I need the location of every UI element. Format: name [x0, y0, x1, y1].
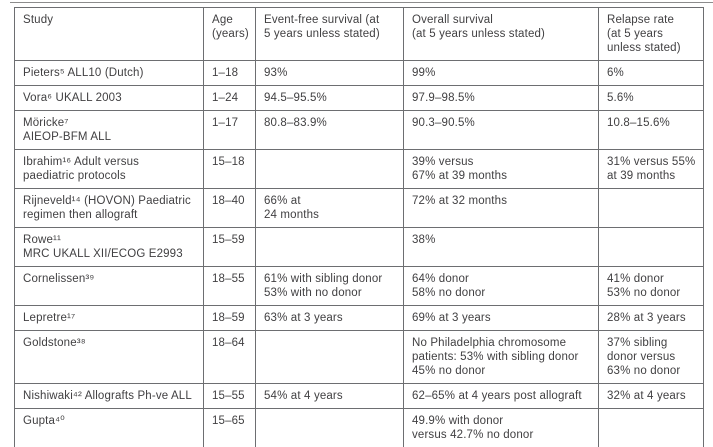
- study-cell: Goldstone³⁸: [14, 330, 204, 384]
- study-cell: Cornelissen³⁹: [14, 266, 204, 306]
- relapse-cell: 41% donor 53% no donor: [598, 266, 704, 306]
- table-row: Nishiwaki⁴² Allografts Ph-ve ALL 15–55 5…: [14, 383, 704, 409]
- column-header-age: Age (years): [203, 7, 256, 61]
- table-row: Rowe¹¹ MRC UKALL XII/ECOG E2993 15–59 38…: [14, 227, 704, 267]
- study-cell: Ibrahim¹⁶ Adult versus paediatric protoc…: [14, 149, 204, 189]
- os-cell: 99%: [403, 60, 599, 86]
- os-cell: 97.9–98.5%: [403, 85, 599, 111]
- study-cell: Rijneveld¹⁴ (HOVON) Paediatric regimen t…: [14, 188, 204, 228]
- age-cell: 1–24: [203, 85, 256, 111]
- relapse-cell: [598, 408, 704, 447]
- table-row: Lepretre¹⁷ 18–59 63% at 3 years 69% at 3…: [14, 305, 704, 331]
- os-cell: 72% at 32 months: [403, 188, 599, 228]
- relapse-cell: 6%: [598, 60, 704, 86]
- table-row: Pieters⁵ ALL10 (Dutch) 1–18 93% 99% 6%: [14, 60, 704, 86]
- efs-cell: [255, 149, 404, 189]
- os-cell: 38%: [403, 227, 599, 267]
- age-cell: 18–55: [203, 266, 256, 306]
- efs-cell: 80.8–83.9%: [255, 110, 404, 150]
- age-cell: 18–64: [203, 330, 256, 384]
- relapse-cell: 32% at 4 years: [598, 383, 704, 409]
- efs-cell: [255, 330, 404, 384]
- relapse-cell: 31% versus 55% at 39 months: [598, 149, 704, 189]
- table-body: Pieters⁵ ALL10 (Dutch) 1–18 93% 99% 6% V…: [14, 60, 704, 447]
- os-cell: 90.3–90.5%: [403, 110, 599, 150]
- os-cell: 39% versus 67% at 39 months: [403, 149, 599, 189]
- table-row: Goldstone³⁸ 18–64 No Philadelphia chromo…: [14, 330, 704, 384]
- relapse-cell: 5.6%: [598, 85, 704, 111]
- relapse-cell: 28% at 3 years: [598, 305, 704, 331]
- efs-cell: 66% at 24 months: [255, 188, 404, 228]
- column-header-event-free-survival: Event-free survival (at 5 years unless s…: [255, 7, 404, 61]
- age-cell: 15–65: [203, 408, 256, 447]
- table-row: Rijneveld¹⁴ (HOVON) Paediatric regimen t…: [14, 188, 704, 228]
- os-cell: No Philadelphia chromosome patients: 53%…: [403, 330, 599, 384]
- relapse-cell: 10.8–15.6%: [598, 110, 704, 150]
- study-cell: Pieters⁵ ALL10 (Dutch): [14, 60, 204, 86]
- efs-cell: 54% at 4 years: [255, 383, 404, 409]
- table-row: Gupta⁴⁰ 15–65 49.9% with donor versus 42…: [14, 408, 704, 447]
- study-cell: Möricke⁷ AIEOP-BFM ALL: [14, 110, 204, 150]
- relapse-cell: [598, 227, 704, 267]
- age-cell: 1–18: [203, 60, 256, 86]
- header-row: Study Age (years) Event-free survival (a…: [14, 7, 704, 61]
- os-cell: 62–65% at 4 years post allograft: [403, 383, 599, 409]
- efs-cell: [255, 227, 404, 267]
- os-cell: 49.9% with donor versus 42.7% no donor: [403, 408, 599, 447]
- table-header: Study Age (years) Event-free survival (a…: [14, 7, 704, 61]
- column-header-overall-survival: Overall survival (at 5 years unless stat…: [403, 7, 599, 61]
- age-cell: 18–40: [203, 188, 256, 228]
- efs-cell: 93%: [255, 60, 404, 86]
- os-cell: 69% at 3 years: [403, 305, 599, 331]
- age-cell: 15–18: [203, 149, 256, 189]
- age-cell: 18–59: [203, 305, 256, 331]
- relapse-cell: [598, 188, 704, 228]
- table-row: Ibrahim¹⁶ Adult versus paediatric protoc…: [14, 149, 704, 189]
- table-row: Cornelissen³⁹ 18–55 61% with sibling don…: [14, 266, 704, 306]
- efs-cell: 61% with sibling donor 53% with no donor: [255, 266, 404, 306]
- study-cell: Vora⁶ UKALL 2003: [14, 85, 204, 111]
- survival-outcomes-table: Study Age (years) Event-free survival (a…: [14, 7, 704, 447]
- os-cell: 64% donor 58% no donor: [403, 266, 599, 306]
- column-header-relapse-rate: Relapse rate (at 5 years unless stated): [598, 7, 704, 61]
- top-hairline-rule: [10, 2, 713, 3]
- study-cell: Lepretre¹⁷: [14, 305, 204, 331]
- efs-cell: 94.5–95.5%: [255, 85, 404, 111]
- study-cell: Rowe¹¹ MRC UKALL XII/ECOG E2993: [14, 227, 204, 267]
- study-cell: Gupta⁴⁰: [14, 408, 204, 447]
- table-row: Vora⁶ UKALL 2003 1–24 94.5–95.5% 97.9–98…: [14, 85, 704, 111]
- age-cell: 1–17: [203, 110, 256, 150]
- relapse-cell: 37% sibling donor versus 63% no donor: [598, 330, 704, 384]
- efs-cell: [255, 408, 404, 447]
- column-header-study: Study: [14, 7, 204, 61]
- table-row: Möricke⁷ AIEOP-BFM ALL 1–17 80.8–83.9% 9…: [14, 110, 704, 150]
- age-cell: 15–59: [203, 227, 256, 267]
- age-cell: 15–55: [203, 383, 256, 409]
- efs-cell: 63% at 3 years: [255, 305, 404, 331]
- study-cell: Nishiwaki⁴² Allografts Ph-ve ALL: [14, 383, 204, 409]
